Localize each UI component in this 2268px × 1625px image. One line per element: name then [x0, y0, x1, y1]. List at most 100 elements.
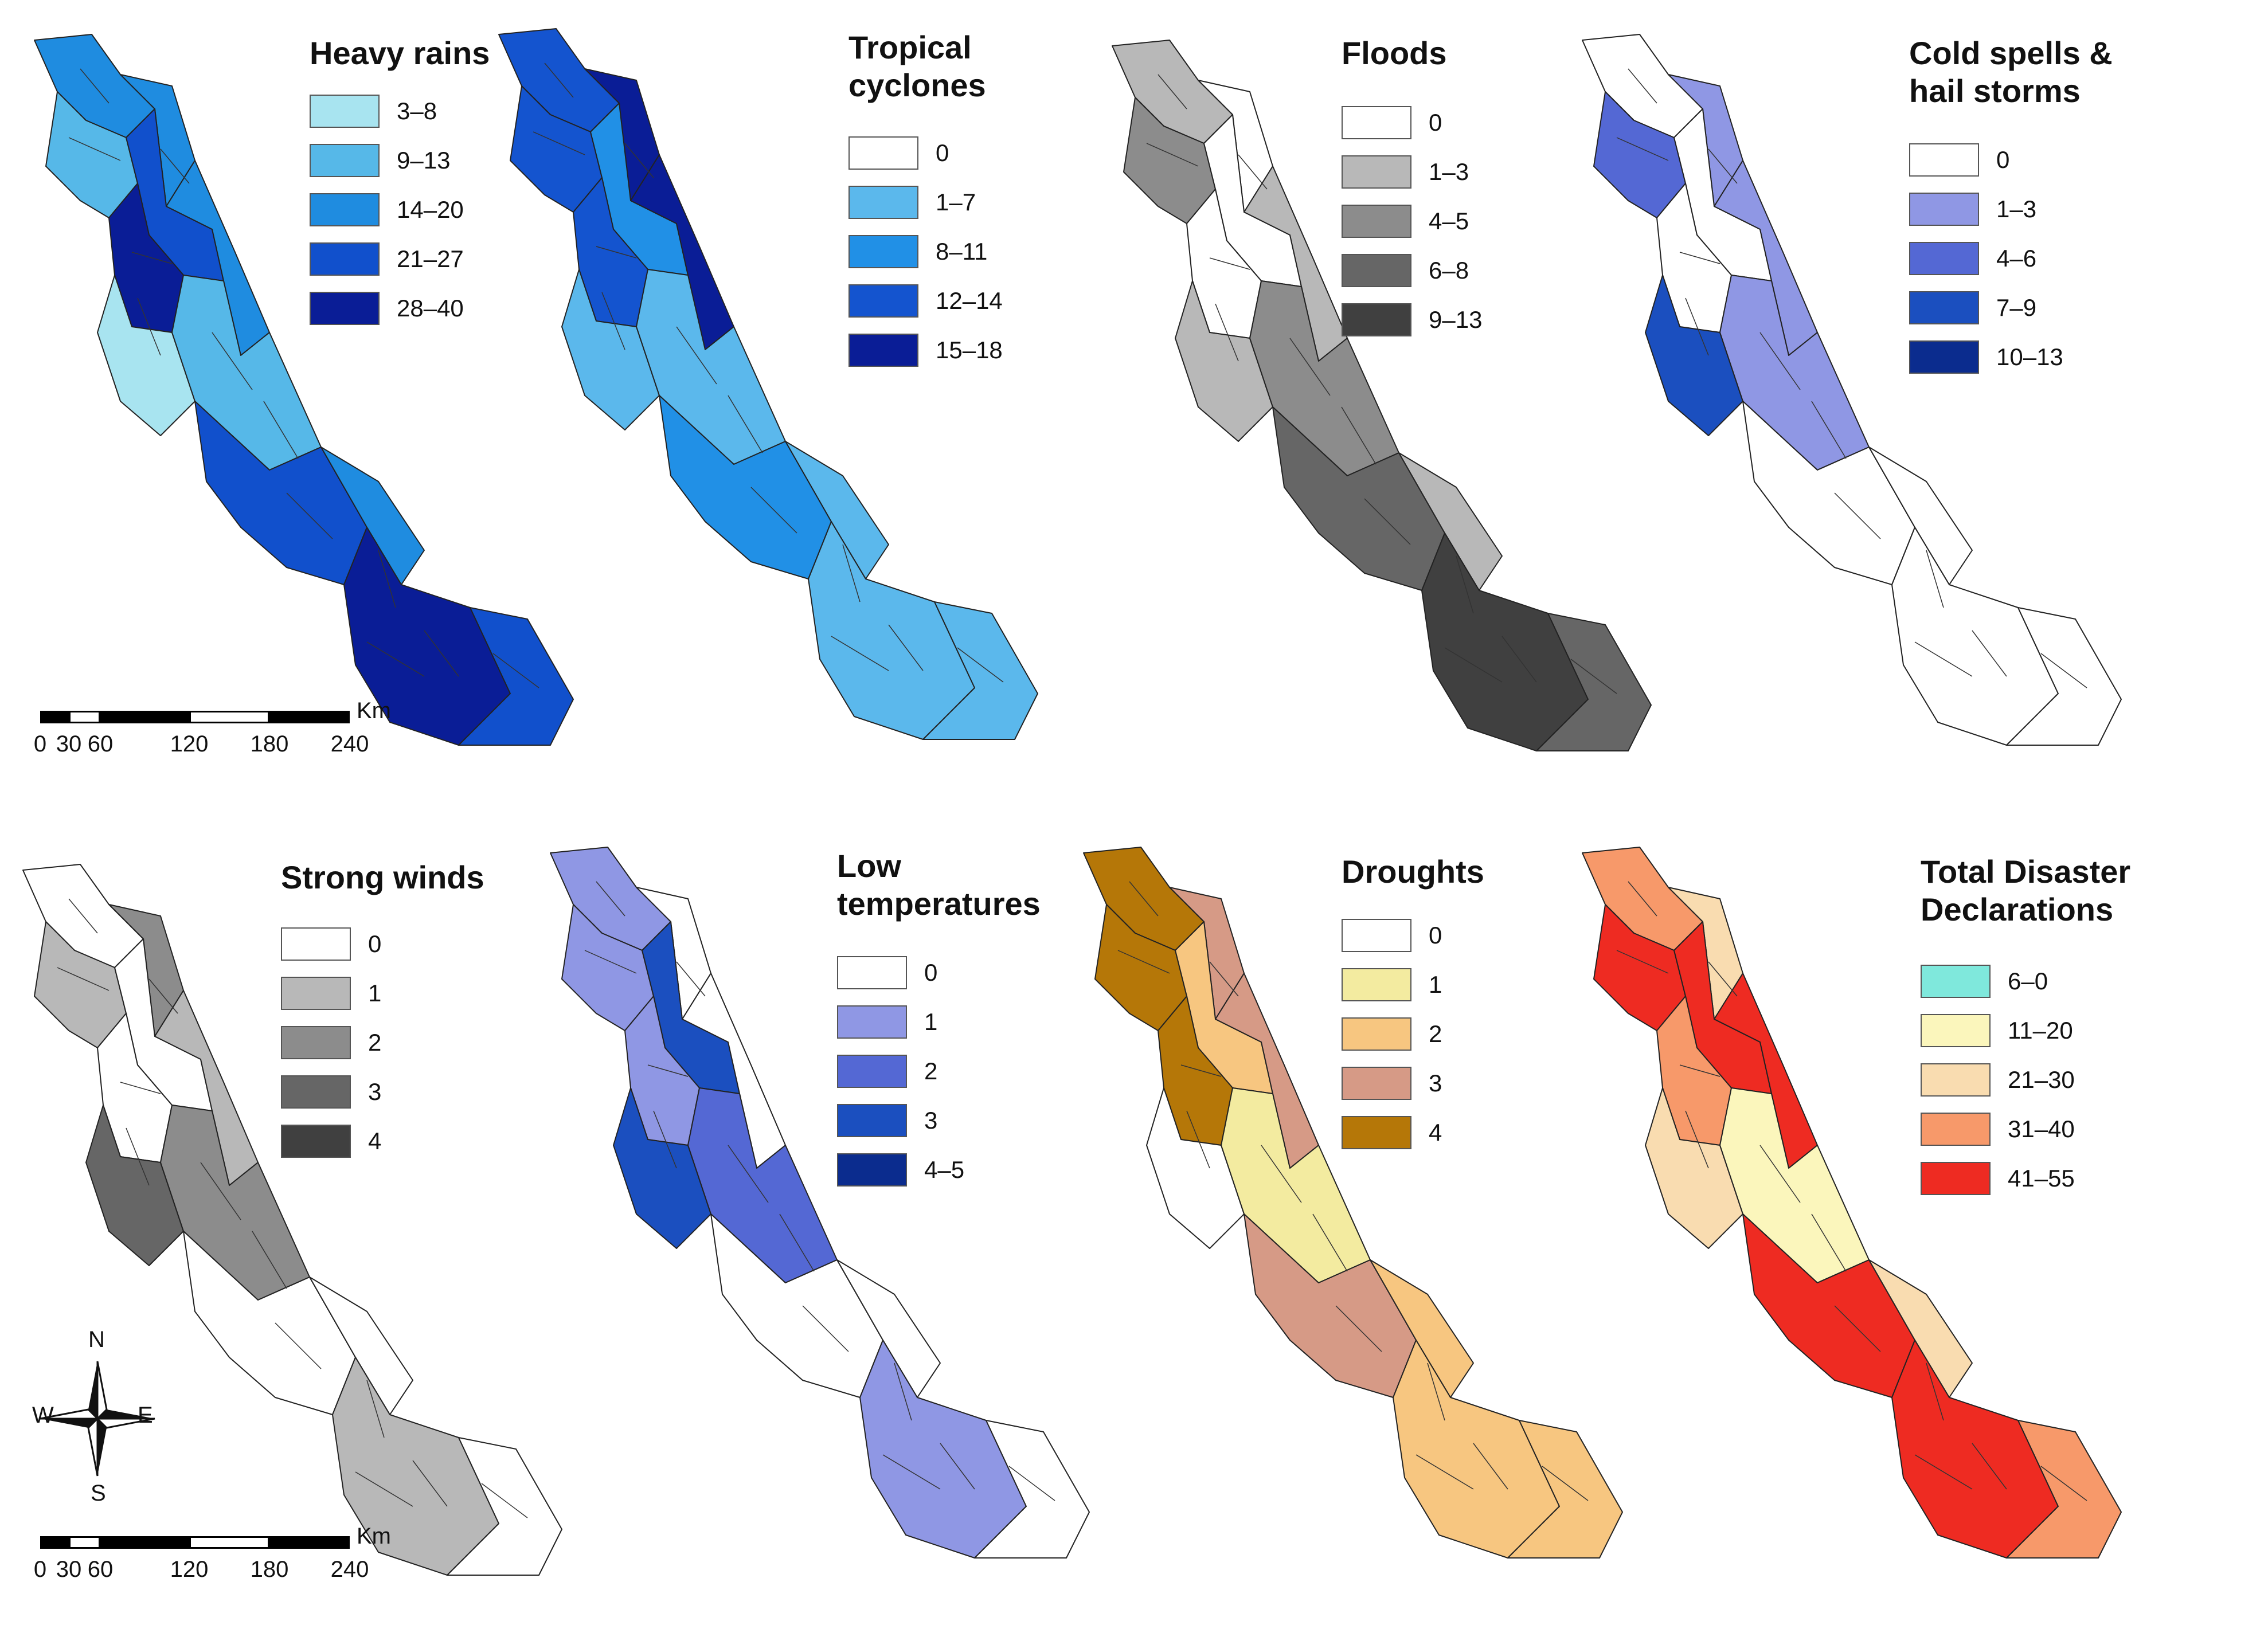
legend-title-line: Cold spells & [1909, 35, 2113, 71]
municipal-border [1926, 550, 1944, 608]
legend-title-line: Declarations [1921, 891, 2114, 927]
legend-label: 0 [924, 959, 938, 986]
legend-swatch [1909, 143, 1979, 177]
legend-title-line: cyclones [848, 67, 986, 103]
municipal-border [412, 1460, 448, 1507]
municipal-border [252, 1231, 287, 1289]
municipal-border [1444, 647, 1503, 683]
scale-bar-segment [100, 1536, 189, 1549]
map-region [447, 1437, 562, 1576]
map-panel-cold-spells: Cold spells & hail storms 0 1–3 4–6 7–9 10–13 [1548, 0, 2122, 812]
scale-bar-segment [269, 1536, 350, 1549]
municipal-border [355, 1471, 413, 1507]
legend-swatch [281, 1125, 351, 1158]
municipal-border [1186, 1110, 1210, 1169]
legend-label: 3 [1429, 1070, 1442, 1097]
municipal-border [888, 624, 924, 671]
legend-item: 3–8 [310, 95, 437, 128]
municipal-border [1129, 881, 1159, 917]
municipal-border [1215, 303, 1239, 362]
scale-bar-segment [100, 711, 189, 723]
legend-item: 1–3 [1342, 155, 1469, 189]
legend-label: 1 [1429, 971, 1442, 998]
municipal-border [1914, 1454, 1973, 1490]
map-region [836, 1259, 941, 1398]
municipal-border [596, 246, 637, 259]
legend-label: 6–0 [2008, 968, 2048, 994]
legend-label: 21–30 [2008, 1066, 2075, 1093]
municipal-border [131, 252, 173, 264]
legend-title-line: hail storms [1909, 73, 2081, 109]
scale-bar-bottom: 0 30 60 120 180 240 Km [34, 1524, 391, 1588]
municipal-border [57, 967, 110, 991]
map-region [1507, 1420, 1623, 1559]
legend-label: 14–20 [397, 196, 464, 223]
municipal-border [1180, 1064, 1222, 1077]
scale-bar-segment [40, 711, 69, 723]
legend-item: 6–8 [1342, 254, 1469, 287]
municipal-border [378, 550, 396, 608]
municipal-border [366, 641, 425, 677]
legend-item: 1 [281, 977, 381, 1010]
legend-item: 1–7 [848, 186, 976, 219]
municipal-border [882, 1454, 941, 1490]
scale-bar-tick-label: 60 [87, 1557, 114, 1582]
legend-label: 8–11 [936, 238, 988, 265]
municipal-border [1427, 1362, 1445, 1421]
legend-title: Floods [1342, 34, 1447, 72]
municipal-border [1628, 68, 1657, 104]
municipal-border [544, 62, 574, 98]
legend-swatch [1342, 1017, 1411, 1051]
municipal-border [1364, 498, 1411, 545]
legend-swatch [848, 186, 918, 219]
municipal-border [120, 1082, 161, 1094]
legend-item: 2 [1342, 1017, 1442, 1051]
choropleth-map [1112, 40, 1652, 751]
legend-item: 0 [1909, 143, 2009, 177]
legend-swatch [1909, 340, 1979, 374]
municipal-border [1209, 961, 1239, 997]
compass-west-label: W [32, 1403, 54, 1428]
legend-item: 2 [837, 1055, 937, 1088]
legend-swatch [1342, 106, 1411, 139]
municipal-border [366, 1380, 385, 1438]
legend-swatch [1921, 1113, 1991, 1146]
municipal-border [1289, 338, 1331, 396]
legend-item: 41–55 [1921, 1162, 2075, 1195]
legend-swatch [1909, 193, 1979, 226]
municipal-border [596, 881, 625, 917]
municipal-border [624, 143, 654, 178]
legend-swatch [310, 95, 380, 128]
municipal-border [1685, 1110, 1709, 1169]
scale-bar-unit: Km [357, 1524, 391, 1549]
legend-label: 1–7 [936, 189, 976, 216]
map-region [1868, 1259, 1973, 1398]
municipal-border [2040, 653, 2087, 688]
municipal-border [212, 332, 253, 390]
municipal-border [1456, 555, 1474, 614]
municipal-border [1335, 1305, 1382, 1352]
legend-item: 3 [1342, 1067, 1442, 1100]
legend-swatch [281, 977, 351, 1010]
municipal-border [1834, 1305, 1881, 1352]
legend-label: 7–9 [1996, 294, 2037, 321]
municipal-border [2040, 1466, 2087, 1501]
scale-bar-segment [69, 711, 100, 723]
legend-label: 1–3 [1996, 195, 2037, 222]
legend-title: Heavy rains [310, 34, 490, 72]
municipal-border [676, 326, 717, 385]
legend-title-line: Low [837, 848, 901, 884]
map-region [309, 1276, 413, 1415]
municipal-border [1146, 143, 1199, 167]
legend-swatch [1342, 303, 1411, 336]
map-region [1645, 275, 1743, 436]
map-region [97, 275, 195, 436]
municipal-border [1312, 1213, 1348, 1272]
municipal-border [263, 401, 299, 459]
municipal-border [1473, 1443, 1508, 1490]
municipal-border [1117, 950, 1170, 974]
legend-title: Low temperatures [837, 847, 1041, 923]
map-panel-tropical-cyclones: Tropical cyclones 0 1–7 8–11 12–14 15–18 [498, 0, 1083, 812]
municipal-border [1341, 406, 1377, 465]
legend-item: 10–13 [1909, 340, 2063, 374]
